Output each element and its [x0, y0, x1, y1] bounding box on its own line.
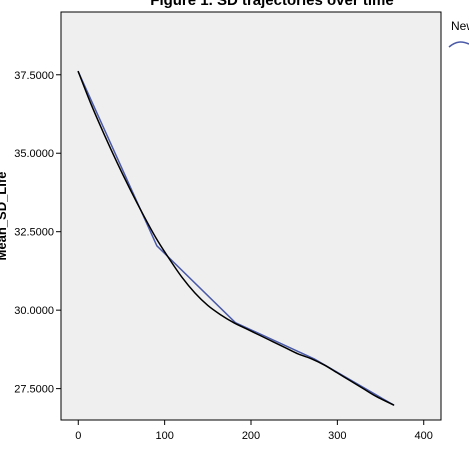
legend: New — [448, 19, 469, 48]
series-layer — [77, 70, 395, 406]
series-line-2 — [77, 70, 395, 406]
x-tick-label: 0 — [75, 430, 81, 442]
x-tick-label: 100 — [155, 430, 173, 442]
y-axis-label: Mean_SD_Life — [0, 172, 9, 261]
y-tick-label: 35.0000 — [14, 148, 54, 160]
plot-area — [60, 11, 442, 421]
x-tick-label: 200 — [242, 430, 260, 442]
y-tick-label: 32.5000 — [14, 227, 54, 239]
y-axis: 27.5000 30.0000 32.5000 35.0000 37.5000 — [14, 70, 61, 396]
y-tick-label: 27.5000 — [14, 384, 54, 396]
chart-title: Figure 1. SD trajectories over time — [150, 0, 393, 9]
y-tick-label: 37.5000 — [14, 70, 54, 82]
x-tick-label: 300 — [328, 430, 346, 442]
x-tick-label: 400 — [415, 430, 433, 442]
y-tick-label: 30.0000 — [14, 305, 54, 317]
legend-swatch — [448, 41, 469, 48]
legend-title: New — [451, 19, 469, 33]
x-axis: 0 100 200 300 400 — [75, 420, 433, 442]
